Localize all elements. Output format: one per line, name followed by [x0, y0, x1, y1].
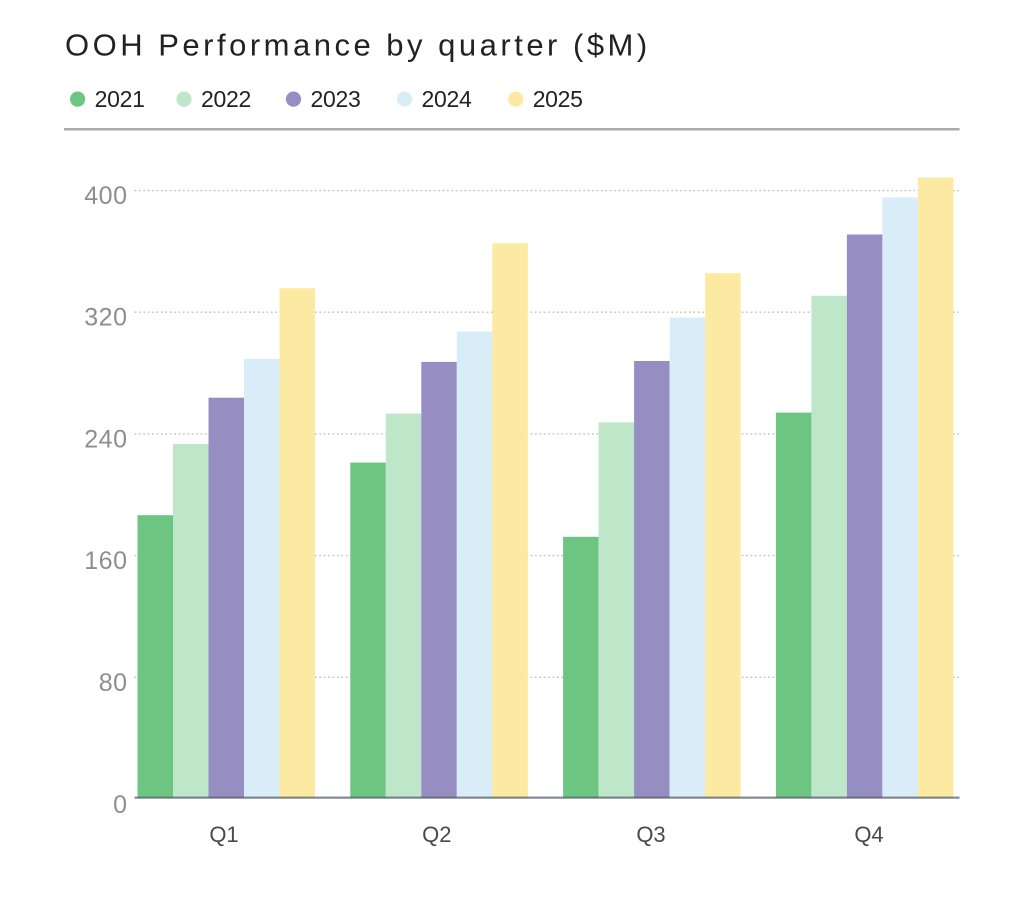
svg-text:2021: 2021	[95, 86, 145, 112]
svg-text:240: 240	[84, 425, 127, 453]
svg-text:2024: 2024	[422, 86, 472, 112]
svg-text:0: 0	[113, 791, 127, 819]
svg-text:80: 80	[99, 669, 128, 697]
svg-text:Q3: Q3	[636, 822, 665, 847]
svg-text:2022: 2022	[201, 86, 251, 112]
svg-text:Q4: Q4	[854, 822, 883, 847]
svg-text:400: 400	[84, 182, 127, 210]
svg-text:OOH Performance by quarter ($M: OOH Performance by quarter ($M)	[65, 27, 651, 62]
svg-text:160: 160	[84, 547, 127, 575]
svg-text:2025: 2025	[533, 86, 583, 112]
svg-text:Q2: Q2	[422, 822, 451, 847]
svg-text:320: 320	[84, 304, 127, 332]
svg-text:2023: 2023	[311, 86, 361, 112]
svg-text:Q1: Q1	[209, 822, 238, 847]
